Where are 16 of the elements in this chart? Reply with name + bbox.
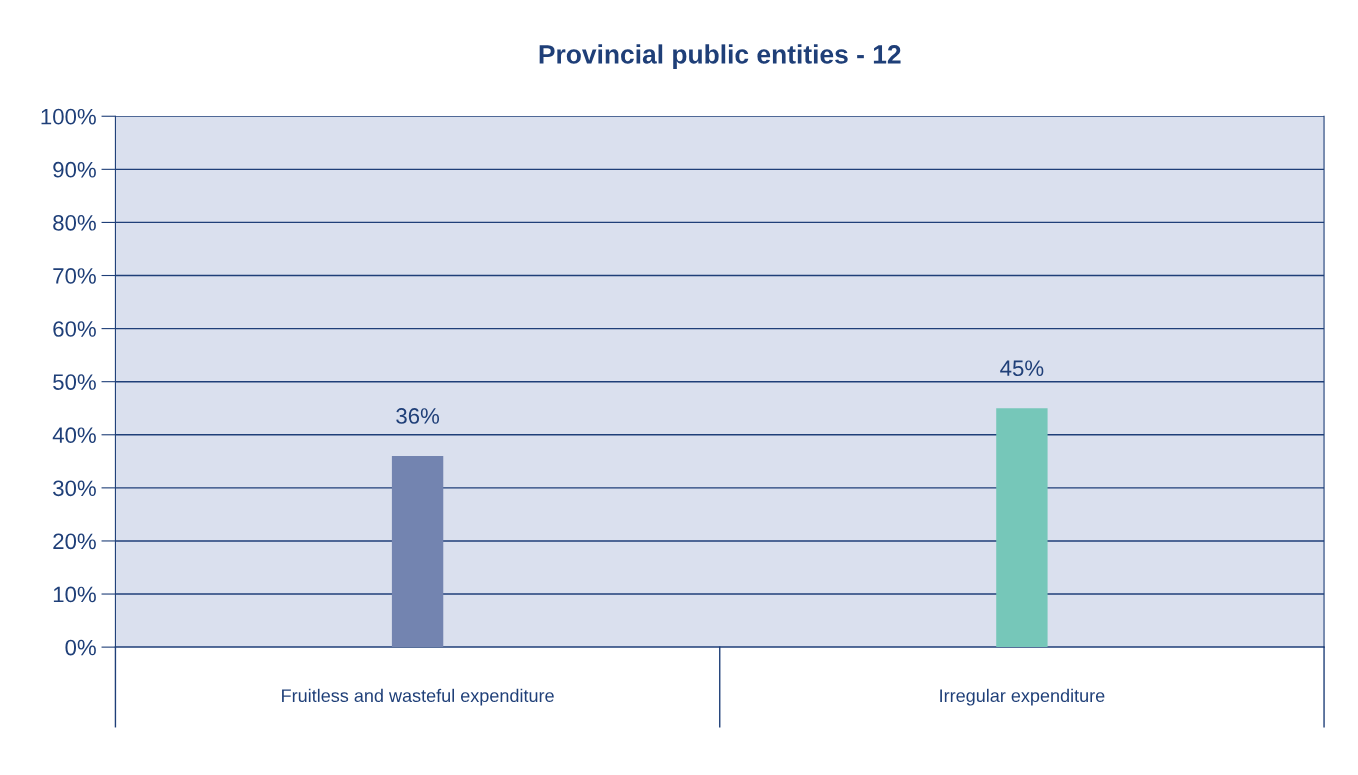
y-tick-label: 70%: [53, 268, 96, 284]
y-tick-label: 30%: [53, 480, 96, 497]
y-tick-label: 40%: [52, 427, 96, 444]
x-tick-label: Irregular expenditure: [940, 688, 1105, 706]
y-tick-label: 100%: [41, 108, 96, 125]
y-tick-label: 10%: [53, 586, 96, 603]
x-tick-label: Fruitless and wasteful expenditure: [282, 688, 554, 706]
data-label: 36%: [396, 408, 440, 424]
y-tick-label: 90%: [53, 161, 96, 178]
chart-title: Provincial public entities - 12: [539, 44, 901, 69]
data-label: 45%: [1000, 360, 1044, 377]
y-tick-label: 0%: [65, 639, 96, 656]
y-tick-label: 80%: [53, 214, 96, 231]
y-tick-label: 20%: [53, 533, 96, 550]
y-tick-label: 60%: [53, 321, 96, 337]
y-tick-label: 50%: [53, 374, 96, 390]
